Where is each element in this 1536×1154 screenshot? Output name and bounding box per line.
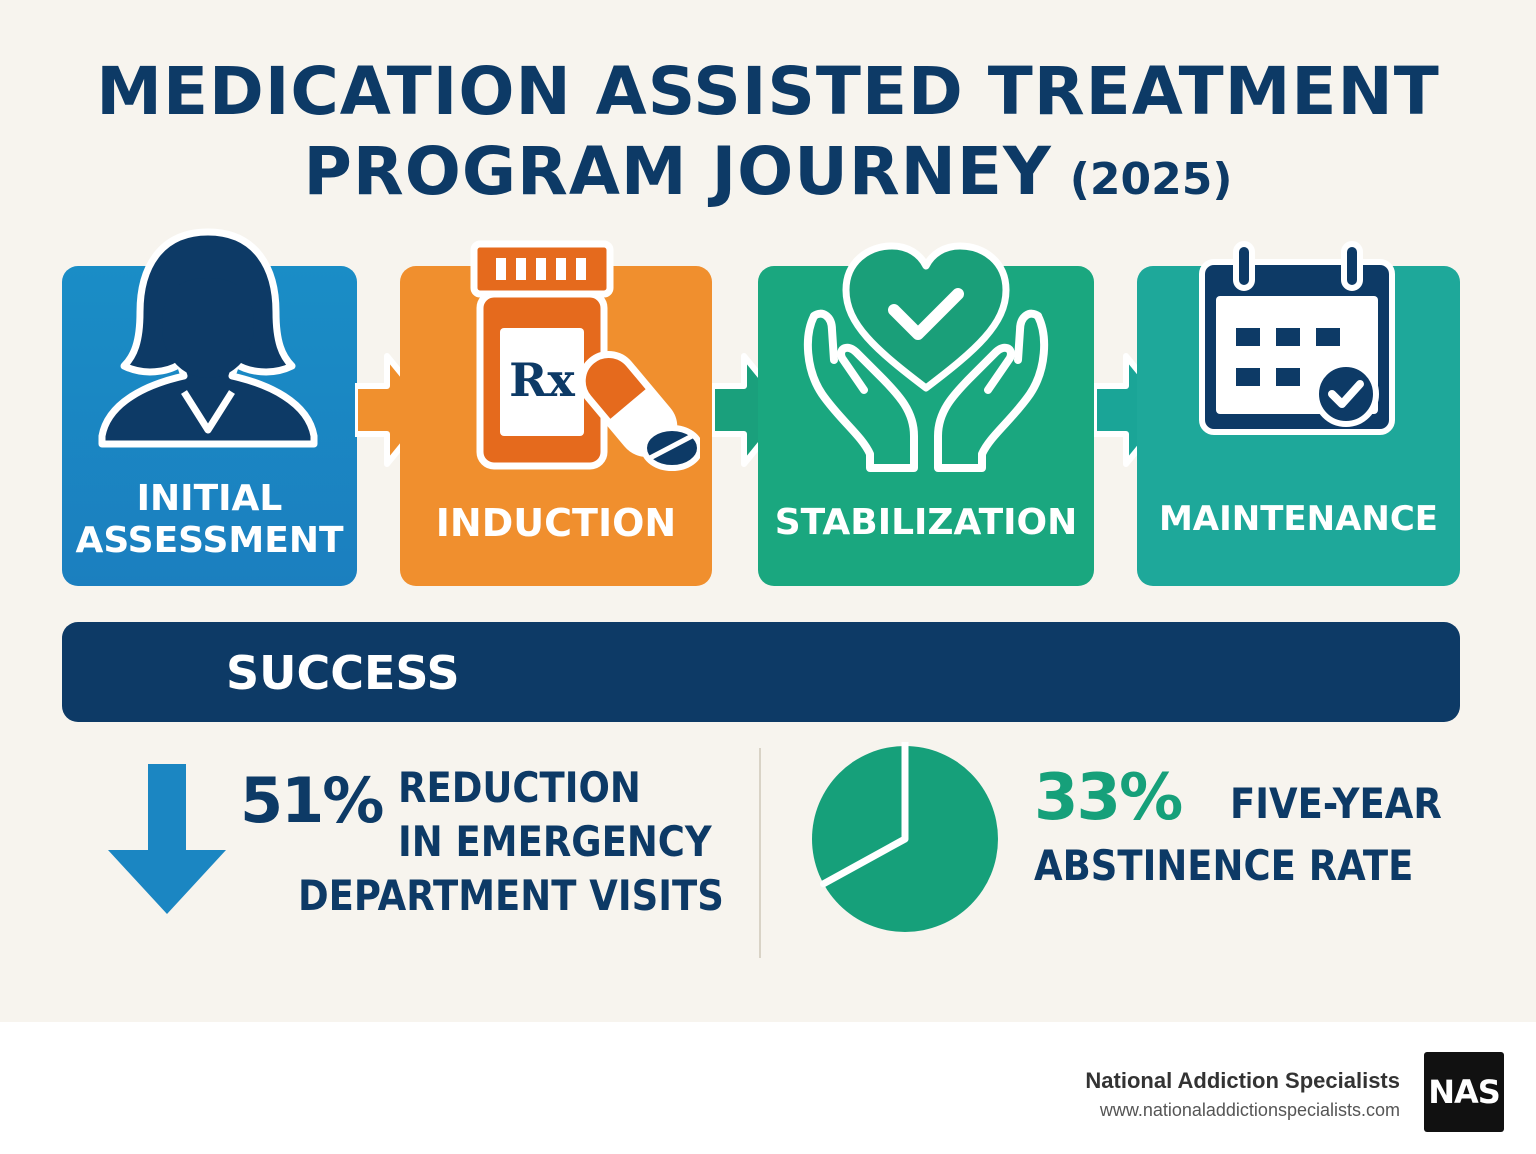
hands-heart-check-icon [803, 242, 1049, 472]
down-arrow-icon [108, 764, 226, 914]
step-label-stabilization: STABILIZATION [774, 502, 1078, 543]
pie-chart-icon [812, 742, 998, 932]
logo-text: NAS [1428, 1073, 1501, 1111]
title-line-2: PROGRAM JOURNEY (2025) [0, 132, 1536, 220]
pie-chart-gap [820, 742, 909, 888]
step-label-induction: INDUCTION [435, 501, 677, 545]
prescription-bottle-icon: Rx [470, 240, 700, 471]
step-label-line-2: ASSESSMENT [75, 520, 344, 561]
footer: National Addiction Specialists www.natio… [0, 1022, 1536, 1154]
step-label-maintenance: MAINTENANCE [1158, 499, 1439, 539]
stat-emergency-line-3: DEPARTMENT VISITS [298, 871, 724, 920]
title-line-1: MEDICATION ASSISTED TREATMENT [96, 53, 1440, 130]
title-year: (2025) [1069, 154, 1233, 205]
nas-logo: NAS [1424, 1052, 1504, 1132]
step-label-initial-assessment: INITIAL ASSESSMENT [62, 478, 357, 562]
rx-label: Rx [509, 353, 575, 407]
website-link[interactable]: www.nationaladdictionspecialists.com [1099, 1100, 1400, 1120]
stat-abstinence-value: 33% [1034, 761, 1183, 835]
stats-divider [759, 748, 761, 958]
company-name: National Addiction Specialists [1085, 1068, 1400, 1093]
title-line-2-text: PROGRAM JOURNEY [303, 133, 1052, 210]
stat-emergency-line-2: IN EMERGENCY [398, 817, 712, 866]
stat-emergency-line-1: REDUCTION [398, 763, 641, 812]
page-title: MEDICATION ASSISTED TREATMENT PROGRAM JO… [0, 52, 1536, 220]
success-banner: SUCCESS [62, 622, 1460, 722]
success-label: SUCCESS [226, 646, 460, 700]
stat-abstinence-line-1: FIVE-YEAR [1230, 779, 1442, 828]
person-icon [98, 228, 318, 448]
calendar-check-icon [1199, 241, 1395, 435]
step-label-line-1: INITIAL [136, 478, 283, 519]
stat-emergency-value: 51% [240, 764, 384, 837]
stat-abstinence-line-2: ABSTINENCE RATE [1034, 841, 1414, 890]
